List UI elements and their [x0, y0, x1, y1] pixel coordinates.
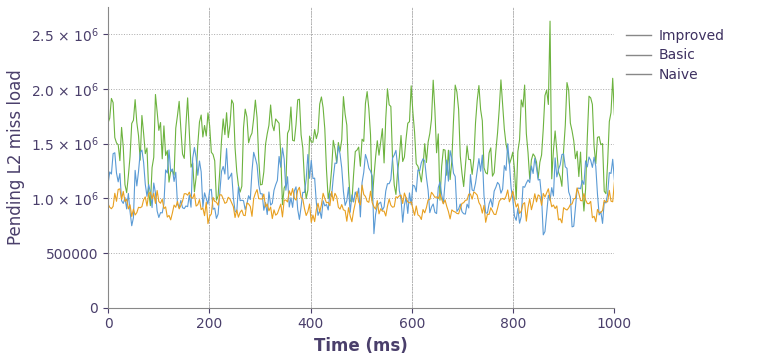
X-axis label: Time (ms): Time (ms) [314, 337, 408, 355]
Naive [406, 200, 415, 204]
Naive [564, 206, 573, 210]
Naive [532, 200, 541, 204]
Improved [530, 154, 539, 159]
Improved [610, 113, 619, 117]
Improved [413, 164, 422, 168]
Improved [405, 119, 414, 124]
Improved [403, 121, 412, 125]
Basic [413, 168, 422, 172]
Basic [503, 142, 512, 146]
Basic [405, 191, 414, 195]
Naive [105, 205, 114, 210]
Improved [105, 116, 114, 120]
Basic [104, 182, 113, 186]
Improved [564, 88, 573, 92]
Improved [545, 19, 554, 23]
Line: Naive: Naive [108, 182, 614, 224]
Legend: Improved, Basic, Naive: Improved, Basic, Naive [627, 29, 724, 82]
Basic [538, 233, 548, 237]
Naive [405, 201, 414, 205]
Improved [579, 209, 588, 213]
Basic [403, 211, 412, 216]
Line: Basic: Basic [108, 144, 614, 235]
Improved [104, 121, 113, 125]
Naive [415, 214, 424, 218]
Naive [204, 222, 213, 226]
Basic [610, 178, 619, 182]
Y-axis label: Pending L2 miss load: Pending L2 miss load [7, 70, 25, 245]
Basic [532, 165, 541, 170]
Naive [104, 202, 113, 206]
Basic [105, 170, 114, 174]
Line: Improved: Improved [108, 21, 614, 211]
Basic [566, 195, 575, 199]
Naive [610, 180, 619, 184]
